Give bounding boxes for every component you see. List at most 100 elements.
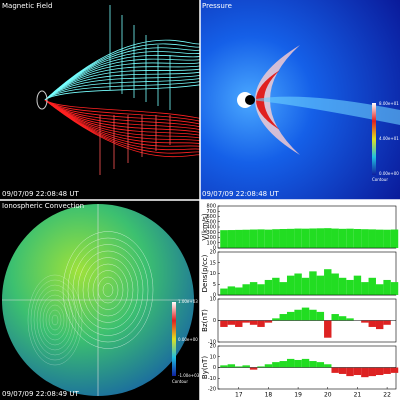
colorbar	[372, 103, 376, 175]
area-segment	[316, 362, 325, 368]
area-segment	[353, 228, 362, 248]
field-line	[44, 99, 201, 125]
area-segment	[331, 228, 339, 248]
area-segment	[324, 228, 332, 248]
y-tick-label: 600	[206, 214, 216, 220]
y-tick-label: 800	[206, 204, 216, 210]
timestamp: 09/07/09 22:08:49 UT	[2, 390, 79, 398]
area-segment	[235, 229, 243, 248]
area-segment	[286, 275, 295, 295]
area-segment	[272, 229, 280, 248]
contour	[27, 274, 83, 366]
area-segment	[294, 309, 302, 321]
area-segment	[383, 367, 391, 374]
y-tick-label: 300	[206, 230, 216, 236]
area-segment	[368, 277, 376, 295]
timestamp: 09/07/09 22:08:48 UT	[202, 190, 279, 198]
panel-title: Magnetic Field	[2, 2, 52, 10]
earth	[245, 95, 255, 105]
tail	[250, 96, 400, 125]
area-segment	[353, 275, 362, 295]
area-segment	[294, 228, 302, 248]
contour	[87, 263, 129, 317]
contour	[67, 237, 149, 343]
area-segment	[375, 367, 384, 376]
area-segment	[346, 318, 354, 321]
y-tick-label: 20	[210, 344, 216, 350]
field-line	[44, 58, 201, 101]
field-line	[44, 43, 201, 101]
y-tick-label: 0	[213, 318, 216, 324]
area-segment	[316, 311, 325, 321]
area-segment	[279, 314, 287, 321]
area-segment	[316, 275, 325, 295]
area-segment	[272, 277, 280, 295]
field-line	[44, 99, 201, 119]
area-segment	[242, 365, 250, 368]
y-axis-label: V(km/s)	[201, 213, 209, 240]
area-segment	[286, 358, 295, 368]
area-segment	[309, 309, 317, 321]
area-segment	[227, 320, 236, 325]
area-segment	[220, 288, 228, 295]
area-segment	[286, 228, 295, 248]
field-line	[44, 68, 201, 101]
area-segment	[346, 279, 354, 295]
y-tick-label: 700	[206, 209, 216, 215]
y-tick-label: 0	[213, 293, 216, 299]
area-segment	[257, 284, 265, 295]
timestamp: 09/07/09 22:08:48 UT	[2, 190, 79, 198]
area-segment	[331, 314, 339, 321]
area-segment	[227, 364, 236, 368]
y-tick-label: 100	[206, 240, 216, 246]
area-segment	[331, 273, 339, 295]
area-segment	[338, 277, 347, 295]
field-line	[44, 99, 201, 154]
area-segment	[286, 311, 295, 321]
area-segment	[338, 228, 347, 248]
y-tick-label: -10	[208, 376, 216, 382]
y-tick-label: 10	[210, 354, 216, 360]
contour	[30, 279, 80, 361]
contour	[62, 231, 154, 349]
x-tick-label: 18	[265, 392, 273, 399]
area-segment	[257, 366, 265, 368]
area-segment	[242, 320, 250, 323]
area-segment	[361, 367, 369, 378]
x-tick-label: 20	[324, 392, 332, 399]
field-line	[44, 99, 201, 139]
x-tick-label: 22	[383, 392, 391, 399]
area-segment	[346, 367, 354, 377]
area-segment	[368, 320, 376, 327]
area-segment	[324, 364, 332, 368]
field-line	[44, 51, 201, 101]
colorbar-label: -1.00e+03	[178, 373, 200, 378]
field-line	[44, 65, 201, 101]
area-segment	[331, 367, 339, 373]
contour	[48, 309, 62, 331]
area-segment	[257, 320, 265, 327]
area-segment	[309, 228, 317, 248]
area-segment	[309, 271, 317, 295]
y-axis-label: Bz(nT)	[201, 309, 209, 332]
field-line	[44, 74, 201, 101]
area-segment	[309, 361, 317, 368]
colorbar-label: 8.00e+01	[379, 101, 399, 106]
x-tick-label: 19	[294, 392, 302, 399]
y-tick-label: 10	[210, 271, 216, 277]
area-segment	[272, 362, 280, 368]
field-lines	[36, 5, 201, 175]
area-segment	[338, 367, 347, 374]
field-line	[44, 99, 201, 158]
area-segment	[375, 320, 384, 330]
field-line	[44, 99, 201, 151]
y-tick-label: 0	[213, 246, 216, 252]
area-segment	[279, 282, 287, 295]
field-line	[44, 81, 201, 101]
field-line	[44, 99, 201, 142]
colorbar-label: 0.00e+00	[379, 171, 399, 176]
contour	[82, 257, 134, 323]
x-tick-label: 21	[354, 392, 362, 399]
area-segment	[249, 229, 258, 248]
